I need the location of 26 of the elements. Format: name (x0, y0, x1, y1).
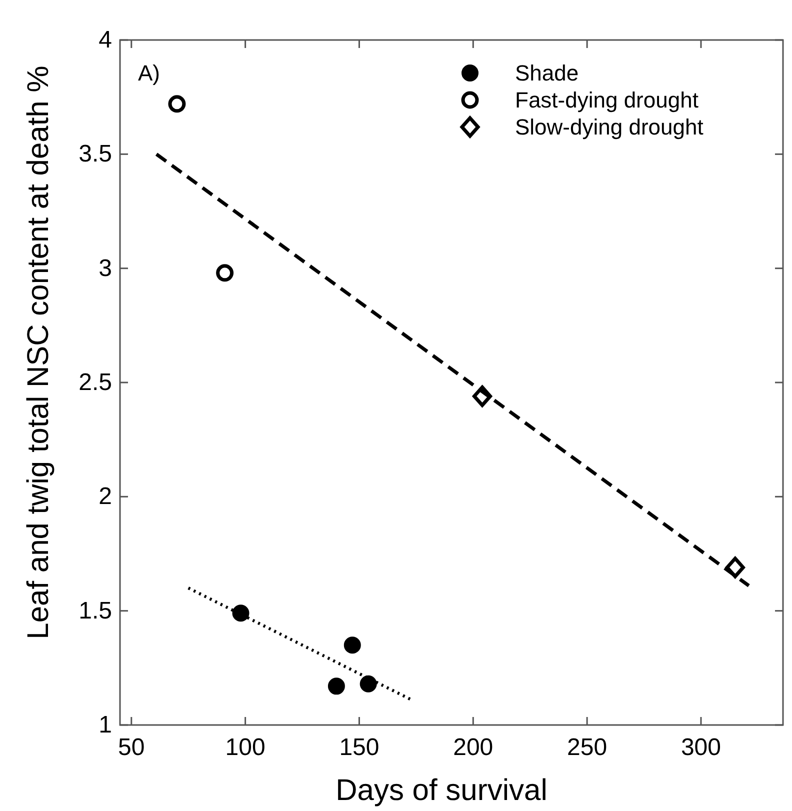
y-tick-label: 1.5 (78, 597, 112, 624)
legend-label: Shade (515, 60, 579, 86)
y-tick-label: 2.5 (78, 369, 112, 396)
x-tick-label: 150 (339, 734, 380, 761)
point (344, 636, 361, 654)
point (360, 675, 377, 692)
x-tick-label: 250 (567, 734, 608, 761)
legend-label: Fast-dying drought (515, 88, 698, 112)
annotation: A) (138, 60, 160, 86)
y-tick-label: 2 (98, 483, 112, 510)
legend-label: Slow-dying drought (515, 114, 704, 140)
x-tick-label: 200 (453, 734, 494, 761)
x-tick-label: 100 (225, 734, 266, 761)
y-tick-label: 4 (98, 26, 112, 54)
y-tick-label: 3.5 (78, 140, 112, 168)
x-tick-label: 50 (118, 734, 145, 761)
point (168, 95, 186, 113)
y-axis-title: Leaf and twig total NSC content at death % (22, 66, 55, 640)
x-tick-label: 300 (680, 734, 722, 761)
point (328, 678, 345, 695)
point (216, 264, 234, 282)
x-axis-title: Days of survival (336, 774, 548, 807)
point (232, 604, 250, 622)
point (725, 556, 745, 578)
y-tick-label: 3 (98, 254, 112, 282)
y-tick-label: 1 (98, 712, 112, 738)
